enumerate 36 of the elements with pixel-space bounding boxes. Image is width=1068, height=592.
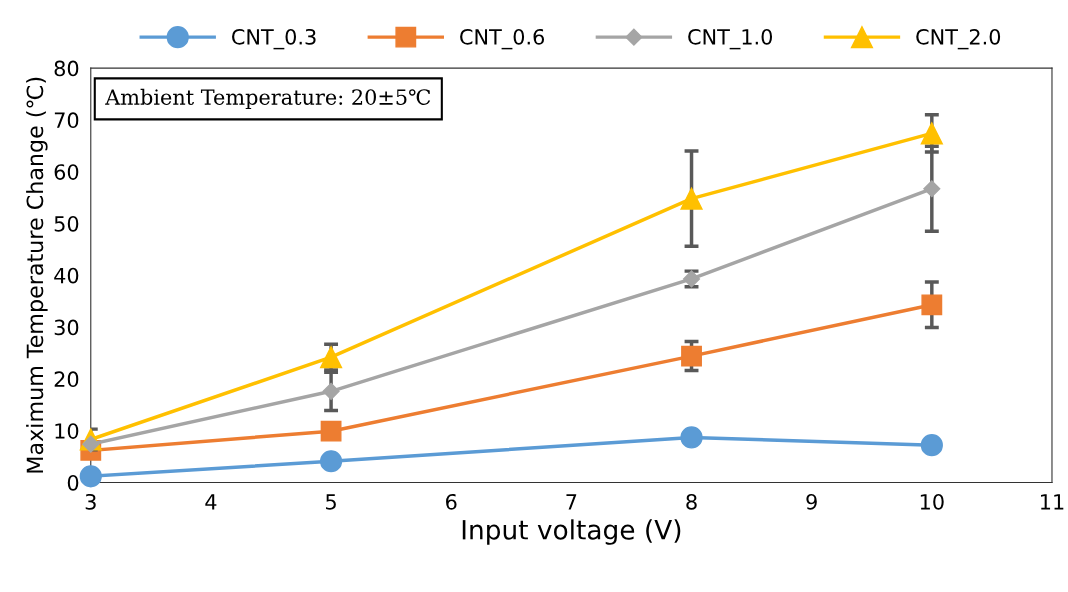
x-tick-label: 10 <box>920 493 944 510</box>
y-tick-label: 60 <box>54 164 79 180</box>
legend-label: CNT_1.0 <box>688 28 773 50</box>
point <box>920 434 943 457</box>
y-tick-label: 70 <box>54 112 79 129</box>
x-tick-label: 9 <box>806 493 817 510</box>
y-tick-label: 30 <box>54 319 79 336</box>
point <box>923 180 941 198</box>
x-tick-label: 6 <box>446 493 457 510</box>
x-tick-label: 3 <box>85 493 96 510</box>
x-tick-label: 8 <box>686 493 697 510</box>
point <box>79 465 102 488</box>
y-tick-label: 20 <box>54 371 79 388</box>
legend-label: CNT_0.3 <box>232 28 316 50</box>
y-tick-label: 80 <box>54 60 79 77</box>
point <box>320 420 342 442</box>
y-axis-title: Maximum Temperature Change (℃) <box>26 77 48 473</box>
x-tick-label: 4 <box>205 494 217 510</box>
legend-label: CNT_0.6 <box>460 28 545 50</box>
x-axis-title: Input voltage (V) <box>462 519 681 545</box>
point <box>681 345 702 367</box>
x-tick-label: 7 <box>566 494 577 510</box>
point <box>921 294 943 316</box>
point <box>319 450 343 473</box>
legend-label: CNT_2.0 <box>916 28 1001 50</box>
y-tick-label: 50 <box>54 215 79 232</box>
point <box>322 382 340 400</box>
y-tick-label: 10 <box>55 423 79 439</box>
y-tick-label: 40 <box>54 267 79 284</box>
y-tick-label: 0 <box>67 474 79 491</box>
point <box>680 187 703 210</box>
x-tick-label: 11 <box>1041 494 1064 510</box>
annotation: Ambient Temperature: 20±5℃ <box>105 88 431 109</box>
x-tick-label: 5 <box>326 494 336 510</box>
point <box>920 122 943 145</box>
point <box>680 426 703 449</box>
